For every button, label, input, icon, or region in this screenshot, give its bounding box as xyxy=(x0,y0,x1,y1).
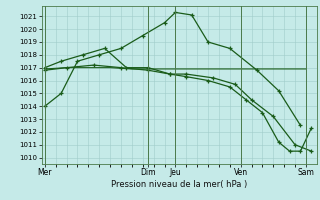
X-axis label: Pression niveau de la mer( hPa ): Pression niveau de la mer( hPa ) xyxy=(111,180,247,189)
